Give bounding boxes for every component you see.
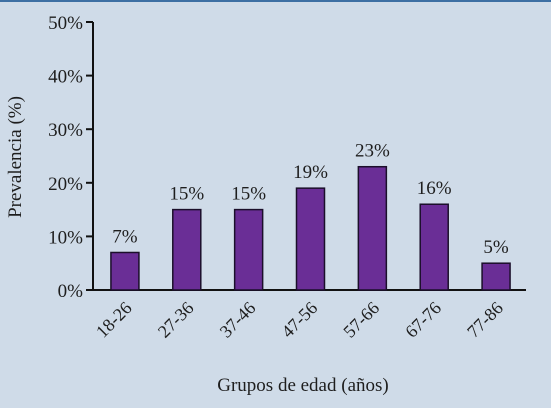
data-label-77-86: 5% [483,237,509,258]
x-axis-title: Grupos de edad (años) [217,375,388,396]
y-tick-label: 0% [58,281,84,302]
x-axis: 18-26 27-36 37-46 47-56 57-66 67-76 77-86 [92,289,526,342]
y-tick-label: 10% [48,227,83,248]
bar-47-56 [295,187,326,291]
data-label-37-46: 15% [231,184,266,205]
data-label-18-26: 7% [112,226,138,247]
x-tick-label-37-46: 37-46 [216,298,260,342]
bar-27-36 [172,208,202,291]
y-tick-label: 50% [48,13,83,34]
y-tick-label: 20% [48,174,83,195]
x-tick-label-77-86: 77-86 [463,298,507,342]
x-tick-label-18-26: 18-26 [92,298,136,342]
y-tick-label: 40% [48,67,83,88]
bar-18-26 [110,251,140,291]
bar-77-86 [481,262,511,291]
data-label-47-56: 19% [293,162,328,183]
data-labels: 7% 15% 15% 19% 23% 16% 5% [112,141,509,258]
bar-57-66 [357,165,388,291]
x-tick-label-67-76: 67-76 [401,298,445,342]
x-tick-label-57-66: 57-66 [339,298,383,342]
x-tick-label-27-36: 27-36 [154,298,198,342]
y-tick-label: 30% [48,120,83,141]
data-label-57-66: 23% [355,141,390,162]
bar-67-76 [419,203,449,291]
y-axis-title: Prevalencia (%) [5,96,26,218]
y-axis: 0% 10% 20% 30% 40% 50% [48,13,94,302]
data-label-27-36: 15% [169,184,204,205]
data-label-67-76: 16% [417,178,452,199]
x-tick-label-47-56: 47-56 [277,298,321,342]
bar-37-46 [233,208,264,291]
bars [110,165,511,291]
